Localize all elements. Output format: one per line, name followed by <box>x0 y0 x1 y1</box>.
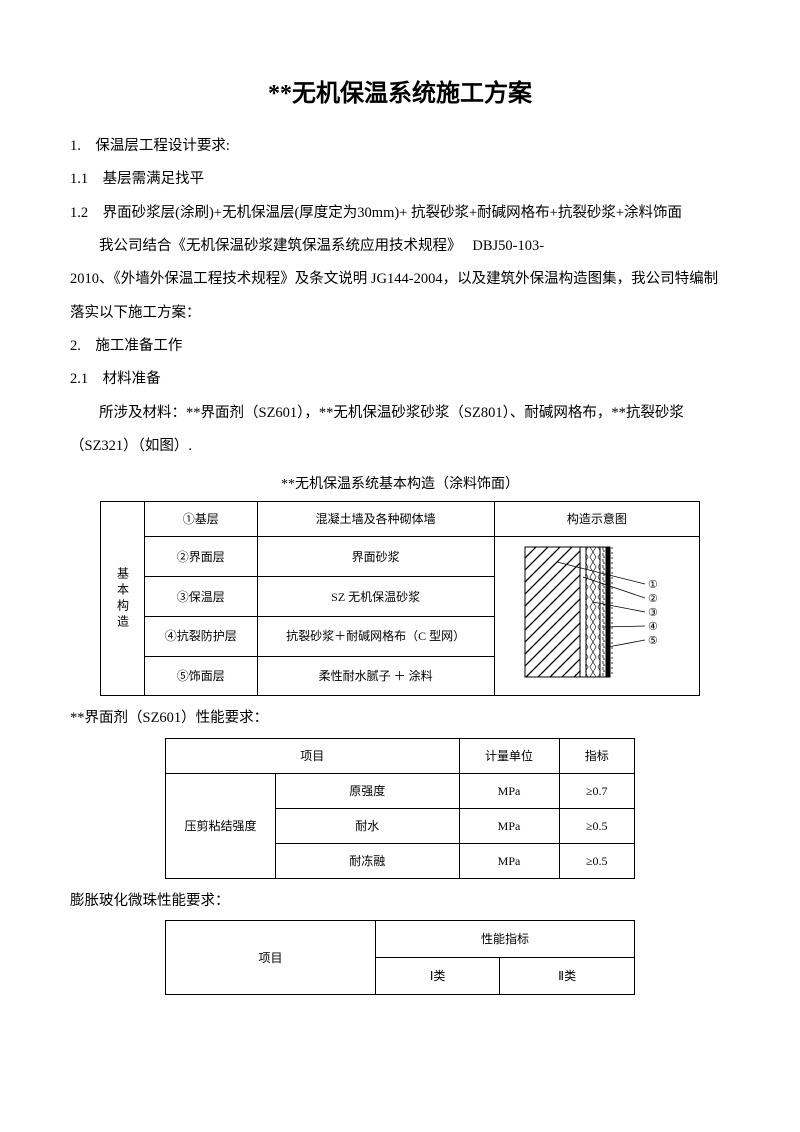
section-label-sz601: **界面剂（SZ601）性能要求： <box>70 702 730 735</box>
cell: 混凝土墙及各种砌体墙 <box>257 502 494 537</box>
vert-label: 基本构造 <box>101 502 145 696</box>
cell: 压剪粘结强度 <box>166 773 276 878</box>
paragraph-2: 2010、《外墙外保温工程技术规程》及条文说明 JG144-2004，以及建筑外… <box>70 263 730 330</box>
cell: 耐冻融 <box>276 843 460 878</box>
paragraph-3: 所涉及材料：**界面剂（SZ601），**无机保温砂浆砂浆（SZ801）、耐碱网… <box>70 397 730 464</box>
cell: ①基层 <box>144 502 257 537</box>
section-1-1: 1.1 基层需满足找平 <box>70 163 730 196</box>
cell: MPa <box>459 773 559 808</box>
diagram-label-2: ② <box>648 593 658 605</box>
page-title: **无机保温系统施工方案 <box>70 70 730 118</box>
section-1: 1. 保温层工程设计要求: <box>70 130 730 163</box>
diagram-cell: ① ② ③ ④ ⑤ <box>494 537 699 696</box>
section-label-expand: 膨胀玻化微珠性能要求： <box>70 885 730 918</box>
cell: Ⅱ类 <box>500 958 635 995</box>
section-1-2: 1.2 界面砂浆层(涂刷)+无机保温层(厚度定为30mm)+ 抗裂砂浆+耐碱网格… <box>70 197 730 230</box>
performance-table-expand: 项目 性能指标 Ⅰ类 Ⅱ类 <box>165 920 635 995</box>
diagram-label-1: ① <box>648 579 658 591</box>
cell: 构造示意图 <box>494 502 699 537</box>
cell: 界面砂浆 <box>257 537 494 577</box>
cell: 项目 <box>166 738 460 773</box>
cell: MPa <box>459 808 559 843</box>
table-row: 压剪粘结强度 原强度 MPa ≥0.7 <box>166 773 635 808</box>
structure-table: 基本构造 ①基层 混凝土墙及各种砌体墙 构造示意图 ②界面层 界面砂浆 <box>100 501 700 696</box>
performance-table-sz601: 项目 计量单位 指标 压剪粘结强度 原强度 MPa ≥0.7 耐水 MPa ≥0… <box>165 738 635 879</box>
cell: 原强度 <box>276 773 460 808</box>
table-row: 项目 计量单位 指标 <box>166 738 635 773</box>
section-2: 2. 施工准备工作 <box>70 330 730 363</box>
cell: MPa <box>459 843 559 878</box>
cell: 抗裂砂浆＋耐碱网格布（C 型网） <box>257 616 494 656</box>
cell: 指标 <box>559 738 634 773</box>
table-row: ②界面层 界面砂浆 <box>101 537 700 577</box>
cell: 计量单位 <box>459 738 559 773</box>
diagram-label-4: ④ <box>648 621 658 633</box>
cell: ≥0.5 <box>559 808 634 843</box>
cell: SZ 无机保温砂浆 <box>257 577 494 617</box>
cell: ②界面层 <box>144 537 257 577</box>
paragraph-1: 我公司结合《无机保温砂浆建筑保温系统应用技术规程》 DBJ50-103- <box>70 230 730 263</box>
cell: ④抗裂防护层 <box>144 616 257 656</box>
cell: 项目 <box>166 921 376 995</box>
table-row: 项目 性能指标 <box>166 921 635 958</box>
cell: ≥0.7 <box>559 773 634 808</box>
cell: ≥0.5 <box>559 843 634 878</box>
section-2-1: 2.1 材料准备 <box>70 363 730 396</box>
cell: ⑤饰面层 <box>144 656 257 696</box>
cell: 耐水 <box>276 808 460 843</box>
cell: ③保温层 <box>144 577 257 617</box>
cell: 柔性耐水腻子 ＋ 涂料 <box>257 656 494 696</box>
cell: 性能指标 <box>376 921 635 958</box>
diagram-label-3: ③ <box>648 607 658 619</box>
diagram-label-5: ⑤ <box>648 635 658 647</box>
structure-diagram: ① ② ③ ④ ⑤ <box>517 542 677 682</box>
table-row: 基本构造 ①基层 混凝土墙及各种砌体墙 构造示意图 <box>101 502 700 537</box>
cell: Ⅰ类 <box>376 958 500 995</box>
table-1-caption: **无机保温系统基本构造（涂料饰面） <box>70 471 730 499</box>
